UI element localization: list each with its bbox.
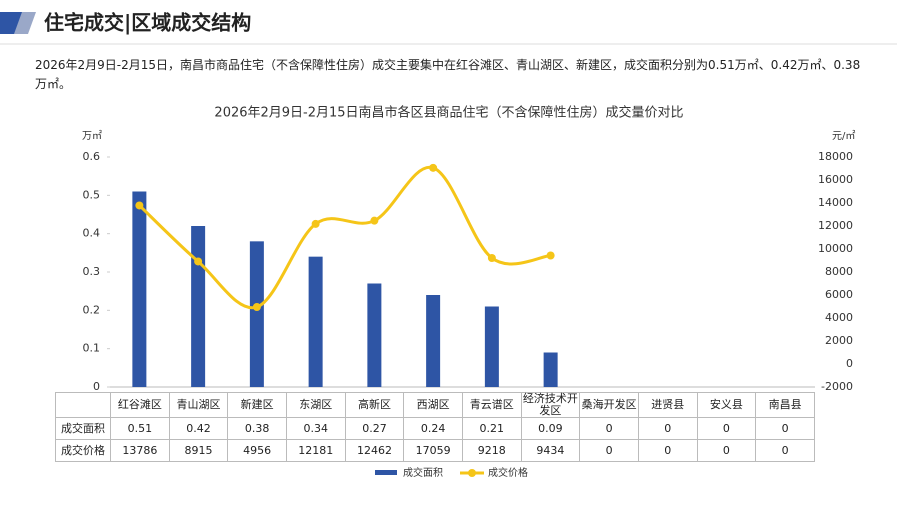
legend-label: 成交价格 [488, 466, 528, 479]
table-value: 9218 [461, 439, 522, 462]
data-table: 红谷滩区 青山湖区 新建区 东湖区 高新区 西湖区 青云谱区 经济技术开发区 桑海开发区 进贤县安… [55, 392, 815, 462]
bar [484, 306, 499, 387]
table-value: 9434 [520, 439, 581, 462]
y-tick-label: 0.6 [83, 150, 101, 163]
y-tick-label: 0.5 [83, 188, 101, 201]
legend-swatch [468, 469, 476, 477]
table-value: 0.38 [227, 417, 287, 440]
price-marker [370, 216, 379, 225]
y2-tick-label: 0 [846, 357, 853, 370]
legend-label: 成交面积 [403, 466, 443, 479]
table-value: 0.42 [168, 417, 229, 440]
table-value: 12181 [285, 439, 346, 462]
table-value: 0.27 [344, 417, 405, 440]
price-marker [546, 251, 555, 260]
y2-axis-label: 元/㎡ [832, 130, 855, 142]
table-value: 0 [755, 439, 815, 462]
table-value: 0.51 [110, 417, 170, 440]
table-value: 13786 [110, 439, 170, 462]
y-tick-label: 0.2 [83, 303, 101, 316]
table-value: 0.21 [461, 417, 522, 440]
price-marker [429, 163, 438, 172]
table-corner [55, 392, 111, 418]
y-axis-label: 万㎡ [82, 130, 102, 142]
description: 2026年2月9日-2月15日，南昌市商品住宅（不含保障性住房）成交主要集中在红… [35, 58, 861, 91]
price-marker [135, 201, 144, 210]
table-value: 0 [579, 417, 639, 440]
x-tick-label: 高新区 [344, 392, 405, 418]
y2-tick-label: 12000 [818, 219, 853, 232]
x-tick-label: 桑海开发区 [579, 392, 639, 418]
bar [308, 256, 323, 387]
header-title: 住宅成交|区域成交结构 [44, 11, 251, 35]
y2-tick-label: 4000 [825, 311, 853, 324]
y2-tick-label: 2000 [825, 334, 853, 347]
x-tick-label: 西湖区 [403, 392, 463, 418]
y2-tick-label: -2000 [821, 380, 853, 393]
table-value: 0 [579, 439, 639, 462]
chart-title: 2026年2月9日-2月15日南昌市各区县商品住宅（不含保障性住房）成交量价对比 [214, 105, 683, 121]
x-tick-label: 南昌县 [755, 392, 815, 418]
table-value: 12462 [344, 439, 405, 462]
bar [191, 226, 206, 387]
table-value: 0 [755, 417, 815, 440]
y2-tick-label: 6000 [825, 288, 853, 301]
price-marker [194, 257, 203, 266]
table-value: 17059 [403, 439, 463, 462]
table-value: 0 [696, 417, 757, 440]
price-marker [311, 219, 320, 228]
price-line [138, 166, 551, 310]
table-value: 0 [696, 439, 757, 462]
table-value: 0.09 [520, 417, 581, 440]
y-tick-label: 0.3 [83, 265, 101, 278]
y-tick-label: 0 [93, 380, 100, 393]
x-tick-label: 东湖区 [285, 392, 346, 418]
y-tick-label: 0.1 [83, 342, 101, 355]
y2-tick-label: 10000 [818, 242, 853, 255]
legend-swatch [375, 470, 397, 475]
y2-tick-label: 18000 [818, 150, 853, 163]
bar [367, 283, 382, 387]
price-marker [252, 303, 261, 312]
table-series-name: 成交面积 [55, 417, 111, 440]
table-value: 8915 [168, 439, 229, 462]
x-tick-label: 进贤县 [637, 392, 698, 418]
bar [543, 352, 558, 387]
x-tick-label: 红谷滩区 [110, 392, 170, 418]
bar [249, 241, 264, 387]
table-value: 0.24 [403, 417, 463, 440]
price-marker [487, 253, 496, 262]
table-value: 0.34 [285, 417, 346, 440]
y-tick-label: 0.4 [83, 227, 101, 240]
x-tick-label: 新建区 [227, 392, 287, 418]
x-tick-label: 青山湖区 [168, 392, 229, 418]
header-icon [14, 12, 36, 34]
y2-tick-label: 8000 [825, 265, 853, 278]
y2-tick-label: 14000 [818, 196, 853, 209]
bar [426, 295, 441, 387]
bar [132, 191, 147, 387]
y2-tick-label: 16000 [818, 173, 853, 186]
x-tick-label: 青云谱区 [461, 392, 522, 418]
x-tick-label: 安义县 [696, 392, 757, 418]
table-value: 4956 [227, 439, 287, 462]
table-series-name: 成交价格 [55, 439, 111, 462]
table-value: 0 [637, 417, 698, 440]
x-tick-label: 经济技术开发区 [520, 392, 581, 418]
table-value: 0 [637, 439, 698, 462]
